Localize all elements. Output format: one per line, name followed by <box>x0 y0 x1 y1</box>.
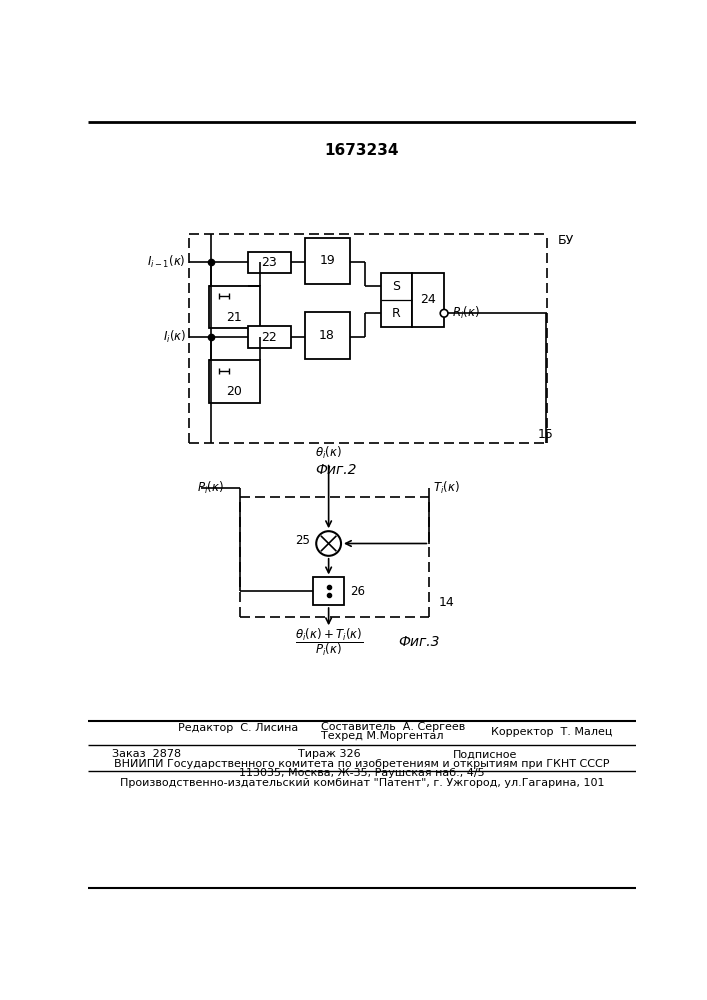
Bar <box>313 577 344 605</box>
Bar <box>248 252 291 273</box>
Text: Техред М.Моргентал: Техред М.Моргентал <box>321 731 443 741</box>
Text: $I_{i-1}(\kappa)$: $I_{i-1}(\kappa)$ <box>148 254 186 270</box>
Text: 15: 15 <box>538 428 554 441</box>
Bar <box>380 273 411 327</box>
Text: 23: 23 <box>262 256 277 269</box>
Text: 14: 14 <box>438 596 455 609</box>
Text: 26: 26 <box>351 585 366 598</box>
Bar <box>209 286 259 328</box>
Text: 25: 25 <box>295 534 310 547</box>
Text: Фиг.2: Фиг.2 <box>315 463 357 477</box>
Text: Составитель  А. Сергеев: Составитель А. Сергеев <box>321 722 465 732</box>
Text: ВНИИПИ Государственного комитета по изобретениям и открытиям при ГКНТ СССР: ВНИИПИ Государственного комитета по изоб… <box>115 759 609 769</box>
Text: БУ: БУ <box>558 234 574 247</box>
Bar <box>411 273 444 327</box>
Text: $\dfrac{\theta_i(\kappa)+T_i(\kappa)}{P_i(\kappa)}$: $\dfrac{\theta_i(\kappa)+T_i(\kappa)}{P_… <box>295 626 363 658</box>
Text: Заказ  2878: Заказ 2878 <box>112 749 181 759</box>
Bar <box>305 238 349 284</box>
Text: $T_i(\kappa)$: $T_i(\kappa)$ <box>433 480 460 496</box>
Text: 22: 22 <box>262 331 277 344</box>
Text: Производственно-издательский комбинат "Патент", г. Ужгород, ул.Гагарина, 101: Производственно-издательский комбинат "П… <box>119 778 604 788</box>
Text: S: S <box>392 280 400 293</box>
Text: 18: 18 <box>319 329 335 342</box>
Text: 113035, Москва, Ж-35, Раушская наб., 4/5: 113035, Москва, Ж-35, Раушская наб., 4/5 <box>239 768 485 778</box>
Text: 24: 24 <box>420 293 436 306</box>
Text: Фиг.3: Фиг.3 <box>398 635 440 649</box>
Bar <box>305 312 349 359</box>
Text: 21: 21 <box>226 311 243 324</box>
Circle shape <box>316 531 341 556</box>
Text: 20: 20 <box>226 385 243 398</box>
Text: $P_i(\kappa)$: $P_i(\kappa)$ <box>197 480 223 496</box>
Text: Редактор  С. Лисина: Редактор С. Лисина <box>177 723 298 733</box>
Text: $R_i(\kappa)$: $R_i(\kappa)$ <box>452 305 480 321</box>
Text: 19: 19 <box>319 254 335 267</box>
Bar <box>240 497 429 617</box>
Circle shape <box>440 309 448 317</box>
Text: $I_i(\kappa)$: $I_i(\kappa)$ <box>163 329 186 345</box>
Bar <box>248 326 291 348</box>
Text: $\theta_i(\kappa)$: $\theta_i(\kappa)$ <box>315 445 342 461</box>
Text: Тираж 326: Тираж 326 <box>298 749 361 759</box>
Text: Корректор  Т. Малец: Корректор Т. Малец <box>491 727 613 737</box>
Text: R: R <box>392 307 400 320</box>
Text: Подписное: Подписное <box>452 749 517 759</box>
Text: 1673234: 1673234 <box>325 143 399 158</box>
Bar <box>209 360 259 403</box>
